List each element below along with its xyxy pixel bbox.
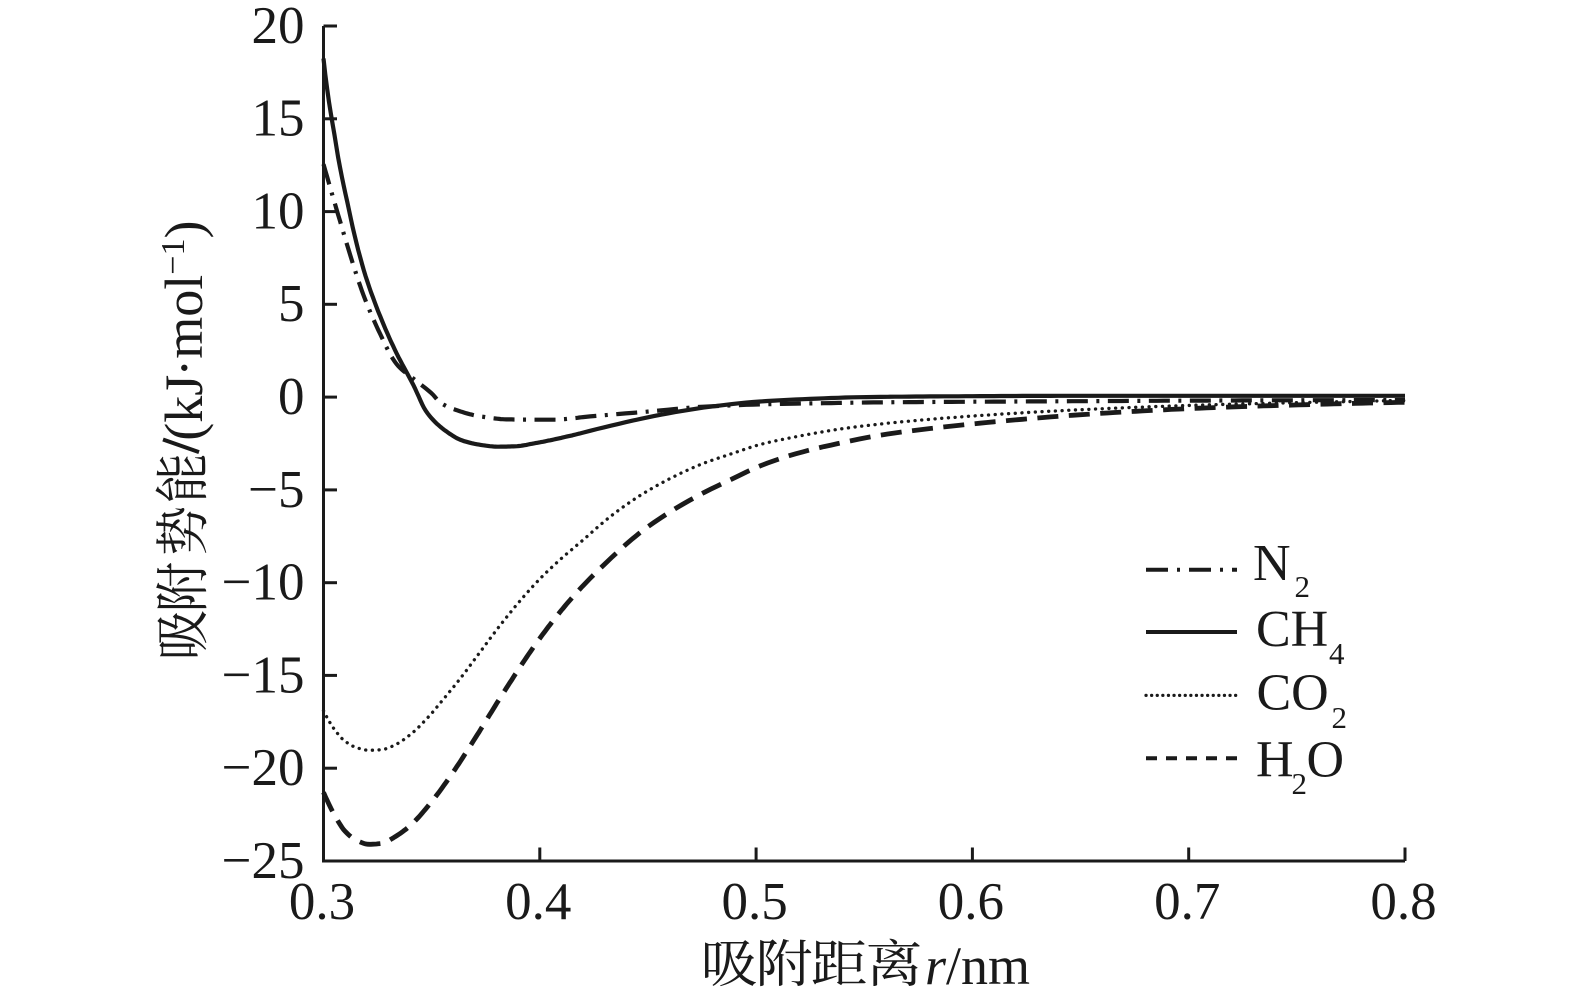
svg-text:0.3: 0.3 — [289, 873, 355, 931]
svg-text:15: 15 — [252, 90, 305, 148]
svg-text:0.7: 0.7 — [1154, 873, 1220, 931]
svg-text:0.8: 0.8 — [1370, 873, 1436, 931]
svg-text:2: 2 — [1332, 700, 1348, 735]
svg-text:0: 0 — [278, 368, 305, 426]
svg-text:4: 4 — [1329, 636, 1345, 671]
svg-text:2: 2 — [1295, 569, 1311, 604]
svg-text:−10: −10 — [222, 554, 305, 612]
svg-text:−25: −25 — [222, 832, 305, 890]
svg-text:0.4: 0.4 — [505, 873, 571, 931]
svg-text:0.5: 0.5 — [721, 873, 787, 931]
svg-text:20: 20 — [252, 0, 305, 55]
svg-text:N: N — [1253, 535, 1291, 592]
svg-text:0.6: 0.6 — [938, 873, 1004, 931]
svg-text:r/nm: r/nm — [925, 936, 1030, 996]
svg-text:−5: −5 — [248, 461, 304, 519]
svg-text:10: 10 — [252, 183, 305, 241]
svg-text:H: H — [1256, 731, 1294, 788]
svg-text:O: O — [1307, 731, 1345, 788]
svg-text:CO: CO — [1257, 664, 1329, 721]
svg-text:CH: CH — [1256, 601, 1328, 658]
svg-text:−15: −15 — [222, 646, 305, 704]
svg-text:−20: −20 — [222, 739, 305, 797]
svg-text:2: 2 — [1292, 766, 1308, 801]
svg-text:5: 5 — [278, 275, 305, 333]
svg-text:(kJ·mol−1): (kJ·mol−1) — [154, 221, 214, 441]
